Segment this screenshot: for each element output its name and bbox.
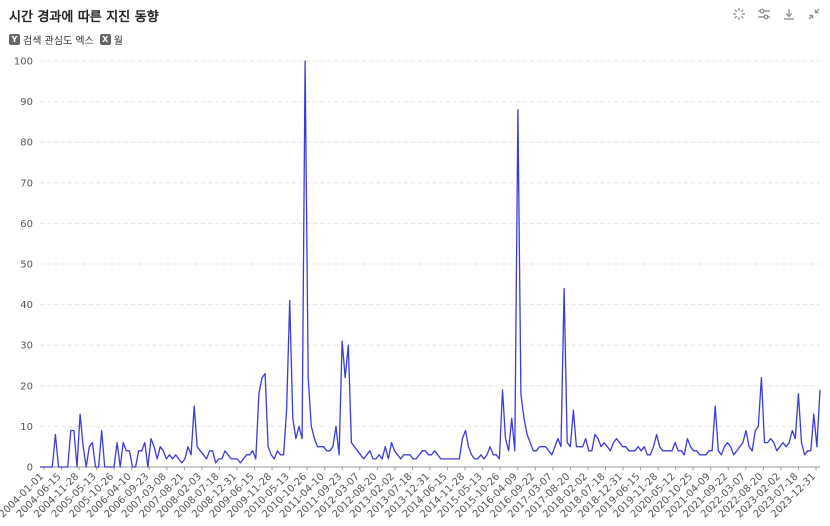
y-tick-label: 80: [20, 138, 33, 149]
filter-chip-label: 검색 관심도 엑스: [23, 36, 94, 47]
x-axis-icon: X: [99, 34, 111, 45]
chart-toolbar: [731, 6, 822, 22]
download-icon[interactable]: [781, 6, 797, 22]
filter-chip-label: 월: [113, 36, 123, 47]
y-tick-label: 60: [20, 219, 33, 230]
filter-icon[interactable]: [756, 6, 772, 22]
series-line: [40, 60, 821, 468]
y-tick-label: 0: [27, 463, 33, 474]
y-tick-label: 50: [20, 260, 33, 271]
y-tick-label: 100: [14, 57, 33, 68]
y-tick-label: 10: [20, 422, 33, 433]
y-tick-label: 20: [20, 381, 33, 392]
y-tick-label: 40: [20, 300, 33, 311]
filter-chip-y[interactable]: Y 검색 관심도 엑스: [9, 32, 94, 47]
filter-chips: Y 검색 관심도 엑스 X 월: [9, 32, 123, 47]
y-tick-label: 70: [20, 178, 33, 189]
y-tick-label: 90: [20, 97, 33, 108]
sparkle-icon[interactable]: [731, 6, 747, 22]
y-tick-label: 30: [20, 341, 33, 352]
chart-title: 시간 경과에 따른 지진 동향: [9, 10, 159, 25]
y-axis-icon: Y: [9, 34, 20, 45]
collapse-icon[interactable]: [806, 6, 822, 22]
filter-chip-x[interactable]: X 월: [99, 32, 123, 47]
